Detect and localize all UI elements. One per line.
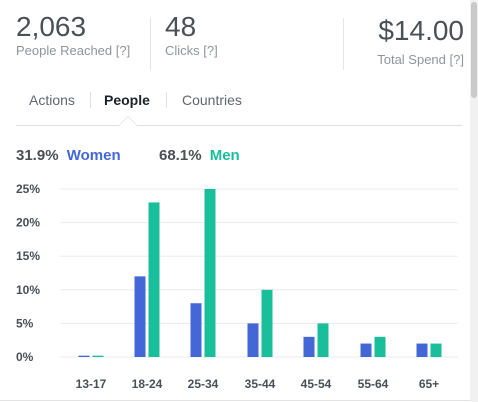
chart-gridlines (60, 188, 458, 358)
bar-men-13-17[interactable] (92, 355, 104, 357)
x-tick-label: 35-44 (245, 377, 276, 391)
y-tick-label: 5% (16, 316, 34, 330)
y-tick-label: 25% (16, 182, 40, 196)
total-spend-metric: $14.00 Total Spend [?] (377, 16, 464, 68)
chart-x-axis: 13-17 18-24 25-34 35-44 45-54 55-64 65+ (76, 377, 440, 391)
x-tick-label: 65+ (419, 377, 439, 391)
y-tick-label: 15% (16, 249, 40, 263)
scrollbar-thumb[interactable] (471, 2, 477, 98)
women-label: Women (66, 147, 121, 164)
bar-men-65+[interactable] (430, 343, 442, 357)
chart-bars (78, 189, 442, 357)
x-tick-label: 18-24 (132, 377, 163, 391)
metric-divider (150, 18, 151, 70)
bar-women-35-44[interactable] (247, 323, 259, 357)
y-tick-label: 10% (16, 283, 40, 297)
women-percent: 31.9% (16, 147, 59, 164)
legend-women: 31.9% Women (16, 147, 121, 165)
x-tick-label: 45-54 (301, 377, 332, 391)
men-label: Men (209, 147, 240, 164)
tab-bar: Actions People Countries (16, 90, 462, 122)
metric-divider (343, 18, 344, 70)
tab-underline (16, 125, 462, 126)
legend-men: 68.1% Men (159, 147, 240, 165)
men-percent: 68.1% (159, 147, 202, 164)
bar-men-25-34[interactable] (204, 189, 216, 357)
bar-women-55-64[interactable] (360, 343, 372, 357)
total-spend-label: Total Spend (377, 52, 446, 67)
bar-men-45-54[interactable] (317, 323, 329, 357)
x-tick-label: 55-64 (358, 377, 389, 391)
x-tick-label: 25-34 (188, 377, 219, 391)
bar-men-55-64[interactable] (374, 336, 386, 357)
tab-people[interactable]: People (104, 92, 150, 108)
total-spend-help-icon[interactable]: [?] (449, 52, 464, 67)
people-reached-value: 2,063 (16, 11, 87, 42)
chart-y-axis: 25% 20% 15% 10% 5% 0% (16, 182, 40, 364)
tab-separator (90, 92, 91, 108)
clicks-value: 48 (165, 11, 197, 42)
bar-women-45-54[interactable] (303, 336, 315, 357)
bar-men-35-44[interactable] (261, 289, 273, 357)
bar-women-18-24[interactable] (134, 276, 146, 357)
total-spend-value: $14.00 (378, 15, 464, 46)
scrollbar-track[interactable] (470, 0, 478, 402)
tab-countries[interactable]: Countries (182, 92, 242, 108)
tab-actions[interactable]: Actions (29, 92, 75, 108)
clicks-label: Clicks (165, 43, 200, 58)
x-tick-label: 13-17 (76, 377, 107, 391)
people-reached-help-icon[interactable]: [?] (115, 43, 131, 58)
bar-women-65+[interactable] (416, 343, 428, 357)
bar-women-25-34[interactable] (190, 303, 202, 357)
y-tick-label: 0% (16, 350, 34, 364)
clicks-metric: 48 Clicks [?] (165, 12, 218, 59)
people-reached-metric: 2,063 People Reached [?] (16, 12, 130, 59)
bar-men-18-24[interactable] (148, 202, 160, 357)
y-tick-label: 20% (16, 216, 40, 230)
bar-women-13-17[interactable] (78, 355, 90, 357)
tab-separator (166, 92, 167, 108)
people-reached-label: People Reached (16, 43, 113, 58)
clicks-help-icon[interactable]: [?] (203, 43, 218, 58)
